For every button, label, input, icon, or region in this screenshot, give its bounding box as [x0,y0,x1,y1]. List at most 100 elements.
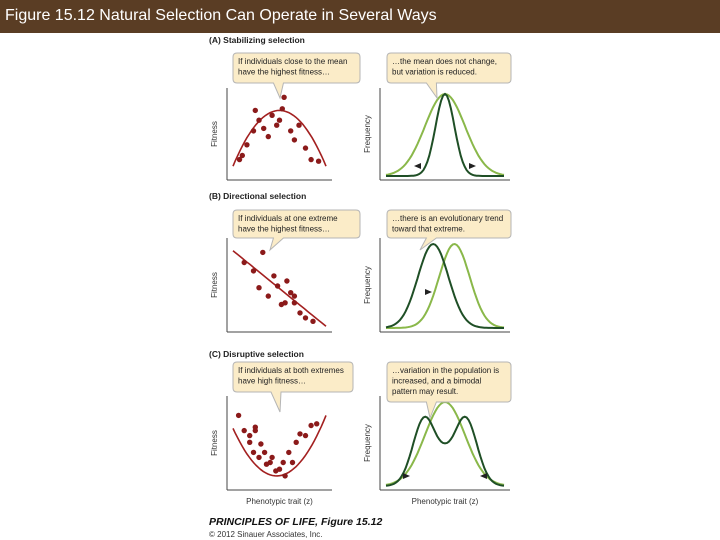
fitness-point [256,117,262,123]
callout-bubble [386,209,512,251]
title-bar: Figure 15.12 Natural Selection Can Opera… [0,0,720,33]
y-axis-label: Fitness [210,430,219,456]
x-axis-label: Phenotypic trait (z) [412,497,479,506]
fitness-point [256,285,262,291]
fitness-point [261,125,267,132]
callout-text: If individuals at one extreme [238,214,338,223]
x-axis-label: Phenotypic trait (z) [246,497,313,506]
fitness-point [288,128,294,134]
shift-arrow [425,289,432,295]
callout-text: toward that extreme. [392,225,465,234]
fitness-point [276,117,283,123]
callout-text: have the highest fitness… [238,225,330,234]
callout-text: If individuals close to the mean [238,57,347,66]
fitness-point [250,128,257,134]
fitness-point [291,293,298,299]
fitness-point [276,466,283,472]
fitness-point [286,449,292,456]
fitness-curve [232,415,327,477]
fitness-point [297,431,303,437]
fitness-point [241,259,247,266]
shift-arrow [469,163,476,169]
fitness-point [236,156,243,163]
y-axis-label: Fitness [210,121,219,147]
callout-text: have the highest fitness… [238,68,330,77]
y-axis-label: Frequency [363,266,372,304]
fitness-point [250,268,257,274]
footer: PRINCIPLES OF LIFE, Figure 15.12 © 2012 … [209,516,382,539]
y-axis-label: Frequency [363,424,372,462]
fitness-point [258,441,264,447]
panel-b: (B) Directional selection Fitness Frequenc… [209,191,512,333]
fitness-point [271,273,277,279]
y-axis-label: Fitness [210,272,219,298]
fitness-point [235,412,242,419]
callout-text: …variation in the population is [392,366,499,375]
fitness-point [297,310,303,316]
fitness-point [310,318,316,324]
distribution-before-curve [385,92,505,176]
callout-text: but variation is reduced. [392,68,477,77]
figure-credit: PRINCIPLES OF LIFE, Figure 15.12 [209,516,382,528]
fitness-point [296,122,302,128]
fitness-point [241,427,247,434]
callout-bubble [386,52,512,100]
fitness-point [269,112,275,119]
panel-heading: (B) Directional selection [209,191,306,201]
shift-arrow [414,163,421,169]
fitness-point [288,290,294,296]
fitness-point [302,315,309,321]
fitness-point [293,439,299,445]
fitness-point [247,439,253,445]
panels: (A) Stabilizing selection Fitness Frequenc… [209,35,512,506]
fitness-point [269,454,275,461]
panel-heading: (C) Disruptive selection [209,349,304,359]
callout-bubble [232,209,361,252]
fitness-point [315,158,322,164]
copyright: © 2012 Sinauer Associates, Inc. [209,530,323,539]
distribution-before-curve [386,242,505,329]
callout-text: …there is an evolutionary trend [392,214,503,223]
panel-heading: (A) Stabilizing selection [209,35,305,45]
fitness-point [265,133,271,140]
callout-text: If individuals at both extremes [238,366,344,375]
panel-a: (A) Stabilizing selection Fitness Frequenc… [209,35,512,181]
fitness-point [291,137,298,143]
fitness-point [282,300,288,306]
frequency-callout: …variation in the population is increased… [386,361,512,420]
fitness-point [291,300,298,306]
fitness-point [250,449,257,456]
callout-bubble [386,361,512,420]
fitness-point [261,449,268,456]
callout-text: …the mean does not change, [392,57,497,66]
fitness-point [308,156,314,163]
frequency-callout: …the mean does not change, but variation … [386,52,512,100]
fitness-point [281,94,287,101]
fitness-point [252,107,258,114]
fitness-curve [232,250,327,327]
callout-text: have high fitness… [238,377,306,386]
fitness-callout: If individuals at both extremes have high… [232,361,354,413]
fitness-point [265,293,271,299]
callout-text: pattern may result. [392,387,458,396]
fitness-callout: If individuals close to the mean have the… [232,52,361,100]
distribution-after-curve [385,242,504,329]
frequency-callout: …there is an evolutionary trend toward th… [386,209,512,251]
fitness-callout: If individuals at one extreme have the hi… [232,209,361,252]
fitness-point [239,152,245,159]
fitness-point [279,106,285,112]
fitness-point [274,283,281,289]
shift-arrow [480,473,487,479]
fitness-point [308,422,314,429]
fitness-point [289,459,296,466]
fitness-curve [232,109,327,167]
fitness-point [260,249,266,256]
slide-title: Figure 15.12 Natural Selection Can Opera… [5,7,437,24]
callout-text: increased, and a bimodal [392,377,482,386]
fitness-point [252,427,258,434]
panel-c: (C) Disruptive selection Fitness Phenotypi… [209,349,512,506]
fitness-point [244,142,250,148]
distribution-after-curve [386,92,504,177]
callout-bubble [232,361,354,413]
